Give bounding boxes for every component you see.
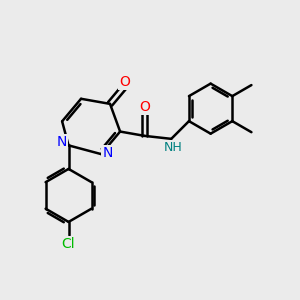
Text: O: O (139, 100, 150, 114)
Text: O: O (119, 75, 130, 89)
Text: Cl: Cl (62, 237, 75, 251)
Text: N: N (57, 135, 67, 149)
Text: N: N (103, 146, 113, 160)
Text: NH: NH (164, 141, 183, 154)
